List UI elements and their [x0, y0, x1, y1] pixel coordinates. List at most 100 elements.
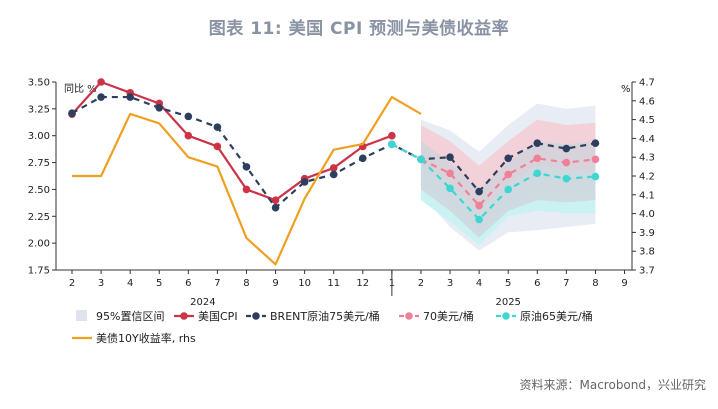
x-tick-label: 5: [505, 278, 511, 289]
right-axis-unit: %: [621, 84, 631, 95]
series-point: [475, 187, 483, 196]
x-tick-label: 12: [356, 278, 369, 289]
right-tick-label: 4.6: [639, 96, 655, 107]
series-point: [242, 163, 251, 171]
series-point: [591, 155, 600, 164]
series-point: [475, 215, 483, 224]
x-tick-label: 3: [98, 278, 104, 289]
x-tick-label: 10: [298, 278, 311, 289]
series-point: [562, 174, 571, 183]
legend-marker: [405, 312, 413, 320]
series-point: [271, 196, 280, 204]
series-point: [242, 185, 251, 194]
x-tick-label: 4: [476, 278, 482, 289]
series-point: [329, 164, 338, 172]
left-tick-label: 3.25: [28, 104, 50, 115]
right-tick-label: 4.3: [639, 153, 655, 164]
series-point: [213, 123, 222, 131]
legend: 95%置信区间 美国CPI BRENT原油75美元/桶 70美元/桶 原油65美元/桶美…: [72, 309, 593, 345]
right-tick-label: 4.0: [639, 209, 655, 220]
series-point: [533, 169, 542, 178]
x-tick-label: 9: [621, 278, 627, 289]
series-point: [155, 103, 164, 112]
legend-label: 95%置信区间: [96, 310, 164, 323]
series-point: [504, 154, 512, 163]
legend-label: 美国CPI: [198, 310, 238, 323]
series-point: [562, 158, 571, 167]
series-point: [213, 142, 222, 151]
series-point: [417, 155, 425, 164]
series-point: [504, 170, 512, 179]
left-tick-label: 2.50: [28, 185, 50, 196]
source-note: 资料来源：Macrobond，兴业研究: [519, 378, 707, 392]
series-point: [97, 78, 105, 86]
x-tick-label: 4: [127, 278, 133, 289]
x-tick-label: 3: [447, 278, 453, 289]
series-point: [184, 131, 193, 140]
series-point: [591, 172, 600, 181]
left-tick-label: 2.75: [28, 158, 50, 169]
right-tick-label: 4.7: [639, 78, 655, 89]
right-tick-label: 3.7: [639, 266, 655, 277]
series-point: [126, 93, 134, 101]
x-tick-label: 5: [156, 278, 162, 289]
x-tick-label: 2: [69, 278, 75, 289]
series-point: [533, 139, 542, 148]
series-line: [391, 143, 596, 221]
year-label: 2025: [495, 297, 520, 308]
series-point: [446, 184, 454, 193]
series-point: [533, 154, 542, 163]
x-tick-label: 7: [563, 278, 569, 289]
left-axis-unit: 同比 %: [64, 83, 97, 95]
left-tick-label: 3.50: [28, 78, 50, 89]
left-tick-label: 2.00: [28, 239, 50, 250]
series-point: [446, 169, 454, 178]
chart-title: 图表 11: 美国 CPI 预测与美债收益率: [208, 19, 510, 39]
legend-marker: [502, 312, 510, 320]
series-point: [504, 185, 512, 194]
series-line: [391, 143, 596, 207]
x-tick-label: 11: [327, 278, 340, 289]
series-line: [71, 80, 393, 202]
series-lines-group: [68, 78, 600, 266]
right-tick-label: 4.5: [639, 115, 655, 126]
right-tick-label: 3.8: [639, 247, 655, 258]
x-tick-label: 8: [243, 278, 249, 289]
series-line: [72, 95, 422, 266]
right-tick-label: 3.9: [639, 228, 655, 239]
legend-label: BRENT原油75美元/桶: [270, 309, 380, 323]
x-tick-label: 2: [418, 278, 424, 289]
x-tick-label: 9: [272, 278, 278, 289]
left-tick-label: 1.75: [28, 266, 50, 277]
series-point: [300, 178, 309, 186]
legend-label: 美债10Y收益率, rhs: [96, 331, 196, 345]
legend-label: 原油65美元/桶: [520, 309, 593, 323]
series-point: [388, 131, 396, 140]
legend-marker: [252, 312, 260, 320]
legend-label: 70美元/桶: [423, 309, 474, 323]
legend-marker: [180, 312, 188, 320]
right-tick-label: 4.1: [639, 190, 655, 201]
year-label: 2024: [190, 297, 215, 308]
series-point: [68, 109, 76, 117]
x-tick-label: 6: [534, 278, 540, 289]
left-tick-label: 3.00: [28, 131, 50, 142]
left-tick-label: 2.25: [28, 212, 50, 223]
series-point: [359, 154, 367, 163]
series-point: [475, 201, 483, 210]
series-point: [97, 93, 105, 101]
x-tick-label: 6: [185, 278, 191, 289]
series-point: [591, 139, 600, 148]
series-point: [329, 170, 338, 179]
series-point: [184, 112, 193, 121]
right-tick-label: 4.4: [639, 134, 655, 145]
legend-swatch: [76, 310, 87, 321]
x-tick-label: 8: [592, 278, 598, 289]
axes-group: 3.50 3.25 3.00 2.75 2.50 2.25 2.00 1.75 4.7 4.6 4.…: [28, 78, 655, 309]
series-point: [446, 153, 454, 161]
right-tick-label: 4.2: [639, 172, 655, 183]
series-point: [562, 144, 571, 153]
series-point: [271, 203, 280, 212]
series-point: [388, 140, 396, 149]
